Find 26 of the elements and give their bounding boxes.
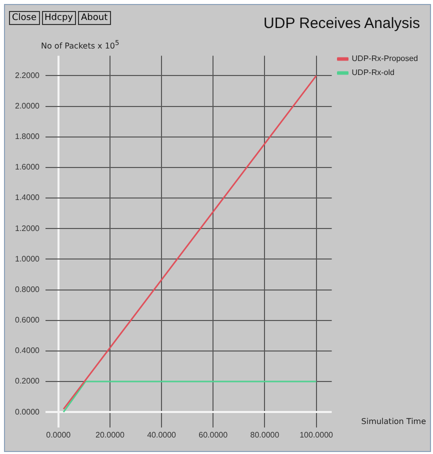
x-axis-title: Simulation Time — [361, 417, 426, 426]
y-tick-label: 0.6000 — [15, 316, 40, 325]
text: Close — [9, 11, 40, 25]
y-tick-label: 1.0000 — [15, 254, 40, 264]
chart-title: UDP Receives Analysis — [264, 15, 420, 32]
x-tick-label: 40.0000 — [147, 430, 177, 440]
y-tick-label: 1.8000 — [15, 132, 40, 142]
text: About — [78, 11, 111, 25]
y-tick-label: 0.0000 — [15, 407, 40, 416]
legend-label: UDP-Rx-old — [352, 68, 394, 78]
y-tick-label: 0.2000 — [15, 376, 40, 386]
x-tick-label: 20.0000 — [95, 430, 125, 440]
x-tick-label: 100.0000 — [300, 430, 334, 440]
x-tick-label: 80.0000 — [250, 430, 280, 440]
y-tick-label: 0.4000 — [15, 346, 40, 356]
legend-label: UDP-Rx-Proposed — [352, 54, 418, 64]
y-axis-title: No of Packets x 10$^{5}$ — [41, 39, 120, 51]
y-tick-label: 1.4000 — [15, 193, 40, 202]
x-tick-label: 0.0000 — [46, 430, 72, 440]
text: Hdcpy — [42, 11, 76, 25]
y-tick-label: 1.2000 — [15, 224, 40, 233]
y-tick-label: 2.2000 — [15, 70, 40, 80]
y-tick-label: 1.6000 — [15, 162, 40, 172]
y-tick-label: 2.0000 — [15, 101, 40, 110]
y-tick-label: 0.8000 — [15, 284, 40, 294]
x-tick-label: 60.0000 — [198, 430, 228, 440]
